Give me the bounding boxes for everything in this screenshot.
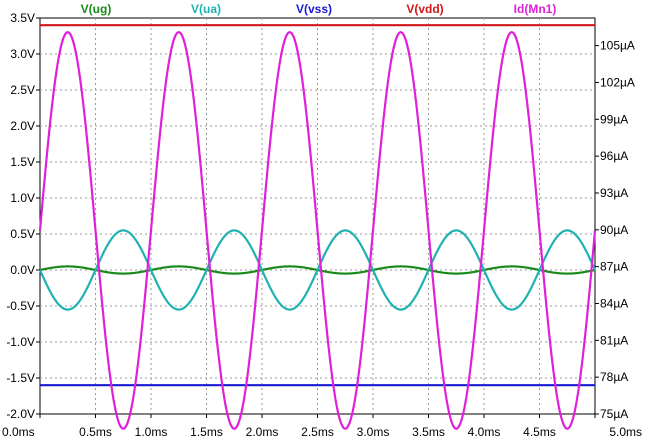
x-tick-label: 2.5ms xyxy=(301,425,334,439)
y-right-tick-label: 78µA xyxy=(600,370,628,384)
ticks: 0.0ms 0.5ms 1.0ms 1.5ms 2.0ms 2.5ms 3.0ms 3.5ms… xyxy=(2,11,642,439)
x-tick-label: 2.0ms xyxy=(246,425,279,439)
y-right-tick-label: 96µA xyxy=(600,149,628,163)
legend: V(ug) V(ua) V(vss) V(vdd) Id(Mn1) xyxy=(81,2,557,16)
y-left-tick-label: 0.5V xyxy=(10,227,35,241)
y-right-tick-label: 105µA xyxy=(600,39,635,53)
x-tick-label: 4.0ms xyxy=(468,425,501,439)
series-line-id-mn1 xyxy=(38,31,597,430)
y-right-tick-label: 84µA xyxy=(600,296,628,310)
y-left-tick-label: 3.0V xyxy=(10,47,35,61)
y-left-tick-label: -0.5V xyxy=(6,299,35,313)
y-left-tick-label: -1.0V xyxy=(6,335,35,349)
x-tick-label: 1.5ms xyxy=(190,425,223,439)
x-tick-label: 3.0ms xyxy=(357,425,390,439)
x-tick-label: 3.5ms xyxy=(412,425,445,439)
y-left-tick-label: 1.0V xyxy=(10,191,35,205)
y-right-tick-label: 87µA xyxy=(600,260,628,274)
y-left-tick-label: 1.5V xyxy=(10,155,35,169)
x-tick-label: 5.0ms xyxy=(609,425,642,439)
y-left-tick-label: 2.0V xyxy=(10,119,35,133)
grid xyxy=(40,18,595,414)
legend-label-v-ug: V(ug) xyxy=(81,2,112,16)
series-line-v-ua xyxy=(38,229,597,311)
legend-label-v-ua: V(ua) xyxy=(191,2,221,16)
y-right-tick-label: 99µA xyxy=(600,112,628,126)
x-tick-label: 0.5ms xyxy=(79,425,112,439)
legend-label-id-mn1: Id(Mn1) xyxy=(514,2,557,16)
y-right-tick-label: 75µA xyxy=(600,407,628,421)
x-tick-label: 1.0ms xyxy=(135,425,168,439)
y-left-tick-label: -2.0V xyxy=(6,407,35,421)
x-tick-label: 4.5ms xyxy=(523,425,556,439)
legend-label-v-vss: V(vss) xyxy=(296,2,332,16)
y-right-tick-label: 102µA xyxy=(600,75,635,89)
y-right-tick-label: 81µA xyxy=(600,333,628,347)
y-right-tick-label: 93µA xyxy=(600,186,628,200)
x-tick-label: 0.0ms xyxy=(2,425,35,439)
y-left-tick-label: -1.5V xyxy=(6,371,35,385)
y-left-tick-label: 3.5V xyxy=(10,11,35,25)
y-right-tick-label: 90µA xyxy=(600,223,628,237)
y-left-tick-label: 2.5V xyxy=(10,83,35,97)
y-left-tick-label: 0.0V xyxy=(10,263,35,277)
series-lines xyxy=(38,24,597,430)
legend-label-v-vdd: V(vdd) xyxy=(406,2,443,16)
